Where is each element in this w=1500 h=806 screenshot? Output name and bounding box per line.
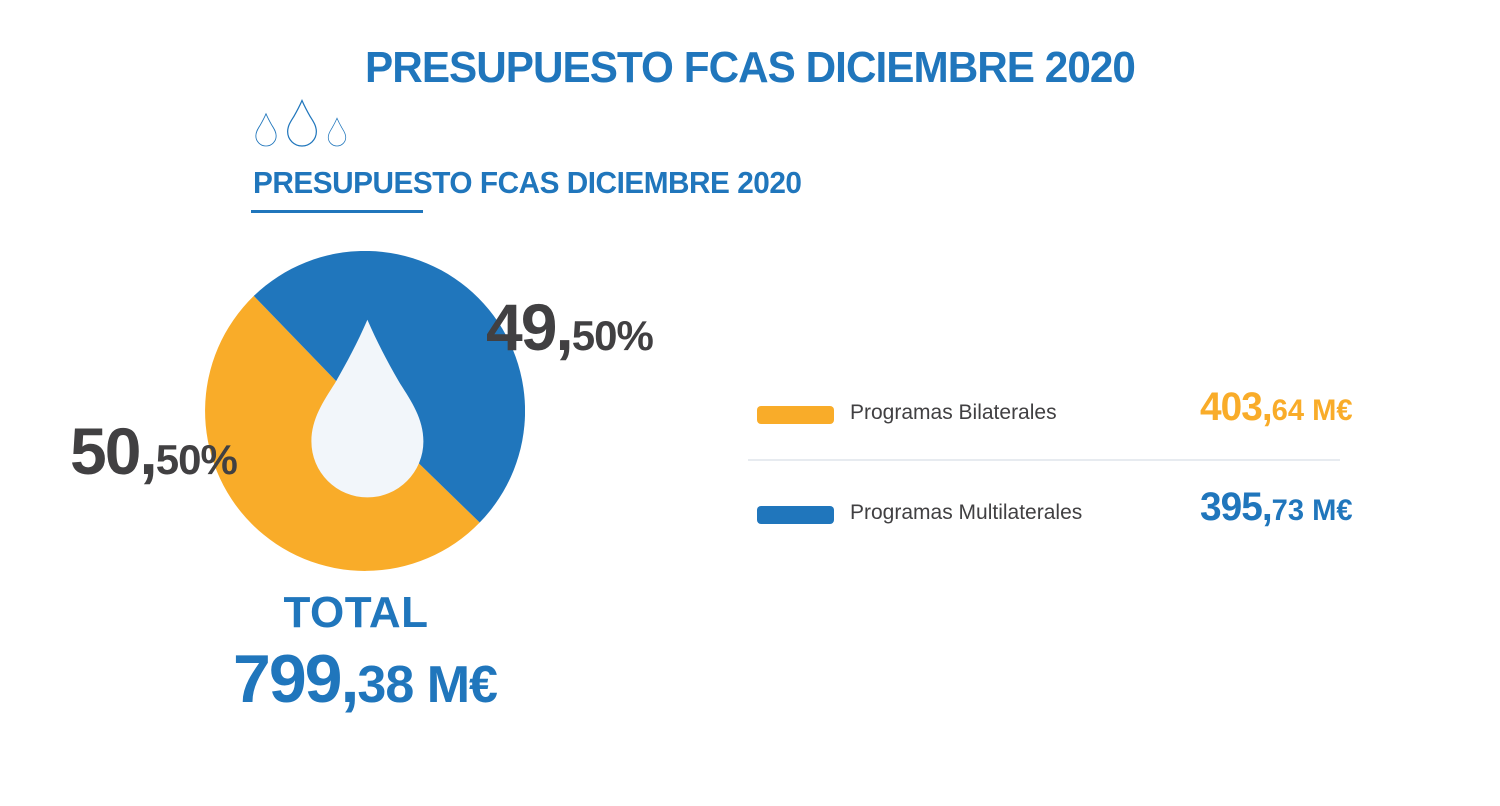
water-droplet-outline-icon [255, 113, 277, 147]
value-small: 73 M€ [1271, 494, 1353, 527]
legend-value-bilaterales: 403,64 M€ [1200, 387, 1353, 427]
pie-label-bilaterales-percent: 50,50% [70, 418, 238, 484]
legend-swatch-multilaterales [757, 506, 834, 524]
total-label: TOTAL [283, 588, 429, 637]
value-small: 64 M€ [1271, 394, 1353, 427]
subtitle-underline [251, 210, 423, 213]
legend-divider [748, 459, 1340, 461]
value-big: 403, [1200, 385, 1273, 429]
water-droplet-icon [311, 319, 424, 498]
percent-big: 50, [70, 414, 158, 488]
pie-label-multilaterales-percent: 49,50% [486, 294, 654, 360]
legend-value-multilaterales: 395,73 M€ [1200, 487, 1353, 527]
percent-small: 50% [155, 436, 238, 483]
total-value-big: 799, [233, 641, 359, 717]
water-droplet-outline-icon [287, 99, 317, 147]
legend-label-bilaterales: Programas Bilaterales [850, 401, 1057, 424]
total-value: 799,38 M€ [165, 645, 565, 713]
legend-swatch-bilaterales [757, 406, 834, 424]
section-subtitle: PRESUPUESTO FCAS DICIEMBRE 2020 [253, 165, 802, 200]
percent-small: 50% [571, 312, 654, 359]
page-title: PRESUPUESTO FCAS DICIEMBRE 2020 [365, 43, 1136, 92]
value-big: 395, [1200, 485, 1273, 529]
water-droplet-outline-icon [327, 117, 347, 147]
total-value-small: 38 M€ [357, 656, 498, 714]
legend-label-multilaterales: Programas Multilaterales [850, 501, 1083, 524]
percent-big: 49, [486, 290, 574, 364]
three-water-droplets-icon [255, 99, 347, 147]
budget-pie-chart [205, 251, 525, 571]
